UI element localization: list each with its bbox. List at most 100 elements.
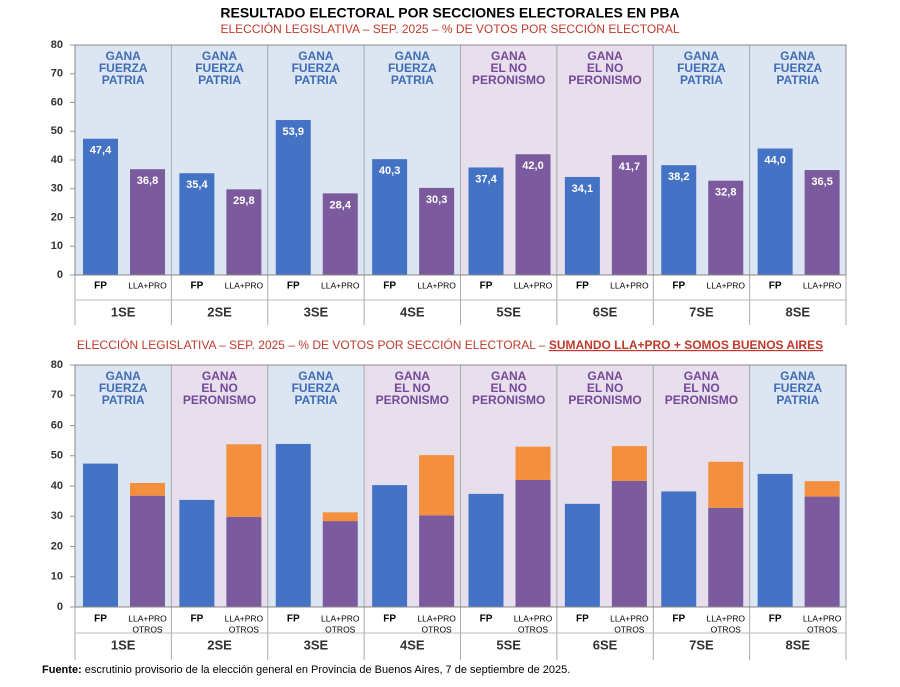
bar-name: FP [769, 614, 782, 625]
panel-label: PATRIA [776, 393, 819, 407]
bar-name: LLA+PRO [225, 613, 264, 623]
panel-label: GANA [780, 49, 816, 63]
bar [708, 507, 744, 607]
panel-label: PATRIA [102, 393, 145, 407]
bar [804, 170, 840, 275]
x-tick-label: 2SE [207, 637, 232, 652]
value-label: 36,8 [137, 175, 158, 187]
panel-label: PERONISMO [665, 393, 738, 407]
bar [226, 444, 262, 517]
y-tick-label: 10 [51, 240, 63, 252]
panel-label: EL NO [490, 381, 526, 395]
bar [661, 165, 697, 275]
value-label: 38,2 [668, 171, 689, 183]
bar [83, 463, 118, 607]
panel-label: EL NO [201, 381, 237, 395]
bar [468, 493, 504, 607]
x-tick-label: 6SE [593, 304, 618, 319]
bar [372, 485, 408, 607]
bar [564, 176, 600, 275]
bar [515, 479, 551, 607]
bar-name: FP [287, 281, 300, 292]
panel-label: EL NO [587, 61, 623, 75]
value-label: 53,9 [283, 126, 304, 138]
value-label: 28,4 [330, 199, 352, 211]
x-tick-label: 8SE [786, 637, 811, 652]
bar-name: LLA+PRO [321, 613, 360, 623]
bar [226, 189, 262, 275]
panel-label: EL NO [683, 381, 719, 395]
bar [322, 521, 358, 607]
bar-name: FP [672, 614, 685, 625]
bar [708, 180, 744, 275]
bar-name: FP [576, 614, 589, 625]
panel-label: GANA [780, 369, 816, 383]
bar [757, 473, 793, 607]
panel-label: GANA [395, 49, 431, 63]
x-tick-label: 1SE [111, 637, 136, 652]
bar [179, 173, 215, 275]
source-label: Fuente: [42, 664, 82, 676]
panel-label: PATRIA [391, 73, 434, 87]
y-tick-label: 20 [51, 540, 63, 552]
bar-name: LLA+PRO [514, 280, 553, 290]
bar-name: LLA+PRO [321, 280, 360, 290]
bar [468, 167, 504, 275]
bar-name: FP [94, 281, 107, 292]
y-tick-label: 40 [51, 154, 63, 166]
bar-name: FP [769, 281, 782, 292]
bar [804, 496, 840, 607]
panel-label: GANA [298, 49, 334, 63]
x-tick-label: 7SE [689, 637, 714, 652]
x-tick-label: 7SE [689, 304, 714, 319]
y-tick-label: 80 [51, 359, 63, 371]
panel-label: FUERZA [292, 61, 341, 75]
bar [564, 503, 600, 607]
value-label: 47,4 [90, 145, 112, 157]
bar-name: OTROS [325, 624, 356, 634]
bar-name: FP [576, 281, 589, 292]
y-tick-label: 70 [51, 389, 63, 401]
panel-label: EL NO [587, 381, 623, 395]
panel-label: FUERZA [677, 61, 726, 75]
chart-title: RESULTADO ELECTORAL POR SECCIONES ELECTO… [220, 5, 679, 21]
value-label: 32,8 [715, 187, 736, 199]
bar [372, 159, 408, 275]
panel-label: PATRIA [680, 73, 723, 87]
panel-label: GANA [491, 49, 527, 63]
bar [83, 138, 118, 275]
bar-name: OTROS [422, 624, 453, 634]
bar [419, 515, 455, 607]
bar-name: LLA+PRO [610, 613, 649, 623]
panel-label: PATRIA [198, 73, 241, 87]
panel-label: PERONISMO [472, 393, 545, 407]
panel-label: GANA [684, 369, 720, 383]
bar [419, 455, 455, 516]
value-label: 42,0 [522, 160, 543, 172]
bar [322, 512, 358, 522]
x-tick-label: 3SE [304, 637, 329, 652]
panel-label: GANA [202, 49, 238, 63]
y-tick-label: 60 [51, 419, 63, 431]
bar-name: LLA+PRO [706, 613, 745, 623]
value-label: 40,3 [379, 165, 400, 177]
value-label: 35,4 [186, 179, 208, 191]
panel-label: PERONISMO [568, 73, 641, 87]
bar-name: OTROS [614, 624, 645, 634]
plot-frame [74, 44, 847, 276]
bar [757, 148, 793, 275]
y-tick-label: 30 [51, 510, 63, 522]
x-tick-label: 5SE [496, 304, 521, 319]
bar-name: LLA+PRO [417, 280, 456, 290]
y-tick-label: 0 [57, 601, 63, 613]
panel-label: PATRIA [294, 73, 337, 87]
x-tick-label: 4SE [400, 637, 425, 652]
panel-label: GANA [106, 49, 142, 63]
bar [515, 446, 551, 480]
value-label: 30,3 [426, 194, 447, 206]
bar [611, 155, 647, 275]
value-label: 44,0 [764, 154, 785, 166]
x-tick-label: 4SE [400, 304, 425, 319]
y-tick-label: 40 [51, 480, 63, 492]
y-tick-label: 70 [51, 68, 63, 80]
